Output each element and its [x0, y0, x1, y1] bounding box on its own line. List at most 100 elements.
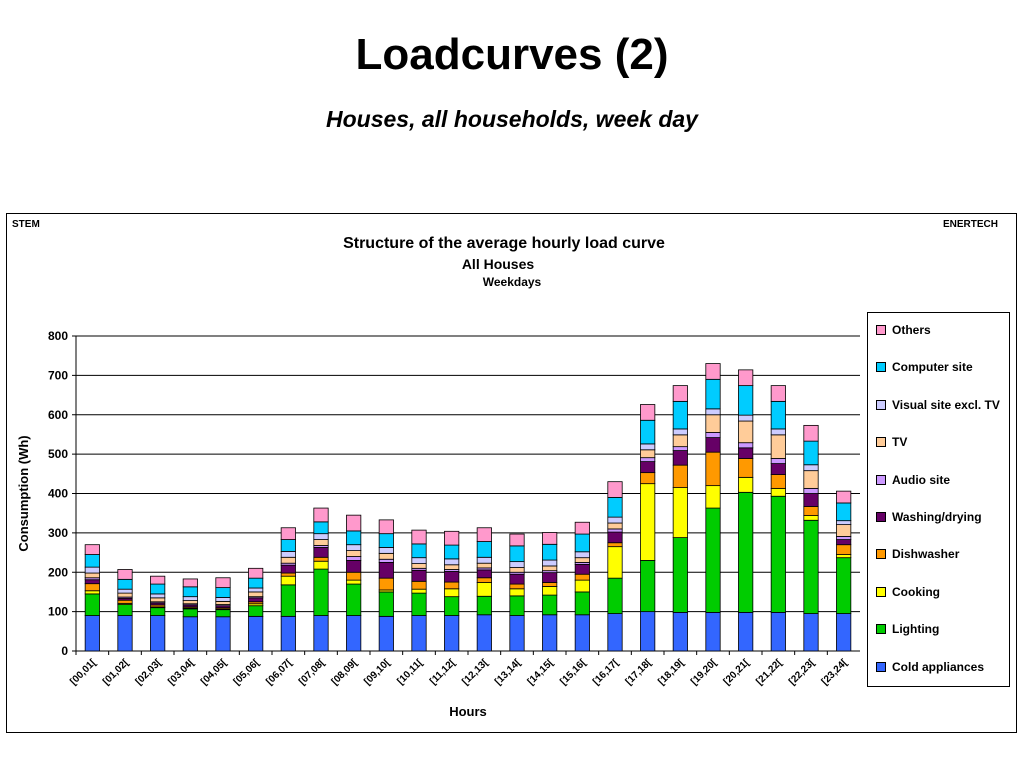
- bar-segment-others: [640, 404, 656, 421]
- x-tick-label: [22,23[: [787, 657, 818, 688]
- bar-segment-others: [509, 533, 525, 547]
- bar-segment-tv: [117, 592, 133, 598]
- bar-segment-washing-drying: [640, 461, 656, 474]
- bar-segment-visual-site-excl-tv: [280, 550, 296, 558]
- x-tick-label: [11,12[: [428, 657, 458, 687]
- x-tick-label: [15,16[: [558, 657, 589, 688]
- bar-segment-dishwasher: [476, 577, 492, 583]
- bar-segment-visual-site-excl-tv: [215, 597, 231, 602]
- bar-segment-audio-site: [640, 457, 656, 463]
- bar-segment-audio-site: [803, 487, 819, 494]
- x-tick-label: [01,02[: [101, 657, 132, 688]
- legend-swatch: [876, 474, 886, 485]
- bar-segment-visual-site-excl-tv: [150, 593, 166, 599]
- bar-segment-others: [574, 521, 590, 535]
- bar-segment-lighting: [444, 596, 460, 616]
- legend-item: Others: [876, 322, 931, 338]
- bar-segment-dishwasher: [836, 544, 852, 555]
- bar-segment-others: [542, 532, 558, 545]
- bar-segment-computer-site: [182, 586, 198, 598]
- bar-segment-cooking: [640, 483, 656, 561]
- legend-item: Cooking: [876, 584, 940, 600]
- bar-segment-audio-site: [346, 556, 362, 561]
- bar-segment-cold-appliances: [444, 615, 460, 652]
- bar-segment-visual-site-excl-tv: [803, 464, 819, 472]
- x-tick-label: [05,06[: [232, 657, 263, 688]
- legend-item: Washing/drying: [876, 509, 982, 525]
- bar-segment-audio-site: [607, 528, 623, 533]
- bar-segment-tv: [411, 563, 427, 569]
- bar-segment-audio-site: [378, 558, 394, 563]
- bar-segment-dishwasher: [542, 582, 558, 587]
- bar-segment-cold-appliances: [182, 616, 198, 652]
- bar-segment-washing-drying: [672, 450, 688, 466]
- bar-segment-cooking: [509, 588, 525, 597]
- bar-segment-lighting: [738, 491, 754, 613]
- bar-segment-tv: [836, 524, 852, 537]
- bar-segment-tv: [705, 414, 721, 433]
- bar-segment-dishwasher: [509, 583, 525, 590]
- bar-segment-washing-drying: [346, 560, 362, 573]
- bar-segment-lighting: [215, 609, 231, 618]
- bar-segment-cooking: [84, 590, 100, 595]
- chart-subtitle-weekdays: Weekdays: [483, 275, 542, 289]
- bar-segment-washing-drying: [836, 539, 852, 546]
- bar-segment-others: [770, 385, 786, 402]
- y-tick-label: 400: [48, 487, 68, 501]
- bar-segment-lighting: [509, 595, 525, 616]
- bar-segment-computer-site: [542, 543, 558, 561]
- bar-segment-washing-drying: [509, 573, 525, 585]
- legend-label: Visual site excl. TV: [892, 397, 1000, 412]
- legend-swatch: [876, 362, 886, 373]
- bar-segment-computer-site: [705, 378, 721, 410]
- legend-label: Computer site: [892, 360, 973, 375]
- bar-segment-visual-site-excl-tv: [182, 596, 198, 602]
- bar-segment-tv: [182, 600, 198, 605]
- legend-item: Lighting: [876, 621, 939, 637]
- bar-segment-lighting: [84, 593, 100, 616]
- x-axis-label: Hours: [449, 704, 487, 719]
- bar-segment-lighting: [378, 591, 394, 617]
- bar-segment-dishwasher: [313, 556, 329, 562]
- bar-segment-cooking: [705, 485, 721, 509]
- x-tick-label: [23,24[: [820, 657, 851, 688]
- bar-segment-washing-drying: [280, 564, 296, 574]
- x-tick-label: [10,11[: [395, 657, 425, 687]
- legend-swatch: [876, 549, 886, 560]
- bar-segment-dishwasher: [84, 583, 100, 592]
- x-tick-label: [16,17[: [591, 657, 622, 688]
- bar-segment-others: [738, 369, 754, 387]
- bar-segment-cold-appliances: [542, 614, 558, 652]
- bar-segment-others: [705, 363, 721, 380]
- bar-segment-computer-site: [378, 533, 394, 548]
- legend-label: Washing/drying: [892, 510, 982, 524]
- y-tick-label: 800: [48, 329, 68, 343]
- legend-label: Audio site: [892, 472, 951, 487]
- bar-segment-dishwasher: [280, 572, 296, 577]
- chart-subtitle: All Houses: [462, 256, 535, 272]
- legend-item: Cold appliances: [876, 659, 984, 675]
- bar-segment-audio-site: [738, 442, 754, 449]
- legend-swatch: [876, 661, 886, 672]
- bar-segment-cold-appliances: [705, 612, 721, 652]
- bar-segment-lighting: [672, 537, 688, 613]
- x-tick-label: [09,10[: [362, 657, 393, 688]
- bar-segment-others: [378, 519, 394, 535]
- bar-segment-tv: [84, 572, 100, 579]
- bar-segment-cold-appliances: [313, 615, 329, 652]
- bar-segment-tv: [280, 556, 296, 564]
- bar-segment-cooking: [411, 588, 427, 594]
- bar-segment-washing-drying: [84, 579, 100, 585]
- bar-segment-dishwasher: [803, 506, 819, 516]
- bar-segment-washing-drying: [803, 493, 819, 507]
- bar-segment-computer-site: [640, 419, 656, 445]
- bar-segment-cooking: [476, 582, 492, 597]
- bar-segment-others: [346, 514, 362, 532]
- bar-segment-tv: [215, 600, 231, 605]
- bar-segment-washing-drying: [411, 569, 427, 582]
- bar-segment-cold-appliances: [215, 616, 231, 652]
- bar-segment-cold-appliances: [150, 615, 166, 652]
- bar-segment-tv: [574, 557, 590, 563]
- bar-segment-lighting: [248, 605, 264, 617]
- bar-segment-others: [672, 385, 688, 402]
